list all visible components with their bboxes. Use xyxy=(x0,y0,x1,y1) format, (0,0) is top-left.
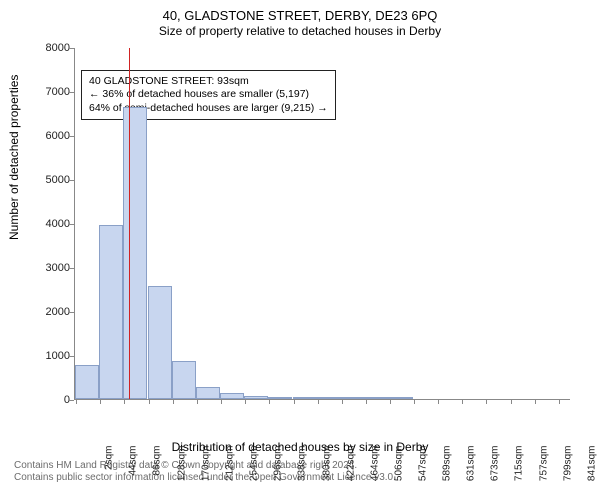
y-tick-label: 4000 xyxy=(20,218,70,230)
histogram-bar xyxy=(365,397,389,399)
histogram-bar xyxy=(389,397,413,399)
y-tick-label: 7000 xyxy=(20,86,70,98)
x-tick-label: 128sqm xyxy=(176,446,187,486)
x-tick-mark xyxy=(318,399,319,404)
x-tick-label: 631sqm xyxy=(466,446,477,486)
x-tick-label: 673sqm xyxy=(490,446,501,486)
x-tick-label: 86sqm xyxy=(152,446,163,486)
histogram-bar xyxy=(172,361,196,399)
histogram-bar xyxy=(317,397,341,399)
y-tick-mark xyxy=(69,268,74,269)
x-tick-label: 170sqm xyxy=(200,446,211,486)
y-tick-label: 0 xyxy=(20,394,70,406)
y-tick-label: 2000 xyxy=(20,306,70,318)
plot-area: 40 GLADSTONE STREET: 93sqm← 36% of detac… xyxy=(74,48,570,400)
y-tick-label: 6000 xyxy=(20,130,70,142)
histogram-chart: Number of detached properties 40 GLADSTO… xyxy=(20,42,580,438)
y-tick-mark xyxy=(69,356,74,357)
x-tick-mark xyxy=(197,399,198,404)
y-tick-label: 5000 xyxy=(20,174,70,186)
x-tick-label: 757sqm xyxy=(538,446,549,486)
x-tick-label: 380sqm xyxy=(321,446,332,486)
x-tick-mark xyxy=(245,399,246,404)
annotation-line: ← 36% of detached houses are smaller (5,… xyxy=(89,88,328,101)
x-tick-label: 2sqm xyxy=(104,446,115,486)
x-tick-mark xyxy=(149,399,150,404)
histogram-bar xyxy=(148,286,172,400)
histogram-bar xyxy=(123,107,147,400)
histogram-bar xyxy=(244,396,268,400)
histogram-bar xyxy=(220,393,244,399)
x-tick-label: 841sqm xyxy=(586,446,597,486)
histogram-bar xyxy=(341,397,365,399)
x-tick-mark xyxy=(438,399,439,404)
x-tick-label: 589sqm xyxy=(441,446,452,486)
page-title: 40, GLADSTONE STREET, DERBY, DE23 6PQ xyxy=(163,8,438,24)
x-tick-mark xyxy=(173,399,174,404)
histogram-bar xyxy=(293,397,317,399)
y-tick-label: 8000 xyxy=(20,42,70,54)
reference-line xyxy=(129,48,131,399)
x-tick-mark xyxy=(414,399,415,404)
x-tick-label: 422sqm xyxy=(345,446,356,486)
x-tick-mark xyxy=(486,399,487,404)
histogram-bar xyxy=(196,387,220,400)
y-axis-label: Number of detached properties xyxy=(7,75,21,240)
y-tick-mark xyxy=(69,92,74,93)
y-tick-mark xyxy=(69,48,74,49)
x-tick-mark xyxy=(559,399,560,404)
histogram-bar xyxy=(75,365,99,399)
x-tick-label: 799sqm xyxy=(562,446,573,486)
x-tick-mark xyxy=(366,399,367,404)
y-tick-mark xyxy=(69,180,74,181)
x-tick-mark xyxy=(76,399,77,404)
x-tick-mark xyxy=(390,399,391,404)
x-tick-label: 212sqm xyxy=(224,446,235,486)
y-tick-mark xyxy=(69,400,74,401)
x-tick-mark xyxy=(100,399,101,404)
y-tick-label: 3000 xyxy=(20,262,70,274)
y-tick-mark xyxy=(69,136,74,137)
x-tick-label: 338sqm xyxy=(297,446,308,486)
x-tick-label: 296sqm xyxy=(273,446,284,486)
y-tick-mark xyxy=(69,224,74,225)
annotation-line: 40 GLADSTONE STREET: 93sqm xyxy=(89,75,328,88)
x-tick-mark xyxy=(342,399,343,404)
page-subtitle: Size of property relative to detached ho… xyxy=(159,24,441,38)
x-tick-mark xyxy=(462,399,463,404)
x-tick-label: 44sqm xyxy=(128,446,139,486)
x-tick-mark xyxy=(294,399,295,404)
x-tick-label: 254sqm xyxy=(249,446,260,486)
x-tick-mark xyxy=(124,399,125,404)
annotation-box: 40 GLADSTONE STREET: 93sqm← 36% of detac… xyxy=(81,70,336,119)
x-tick-label: 715sqm xyxy=(514,446,525,486)
y-tick-label: 1000 xyxy=(20,350,70,362)
x-tick-label: 464sqm xyxy=(369,446,380,486)
x-tick-mark xyxy=(511,399,512,404)
x-tick-mark xyxy=(221,399,222,404)
x-tick-mark xyxy=(269,399,270,404)
y-tick-mark xyxy=(69,312,74,313)
x-tick-label: 547sqm xyxy=(417,446,428,486)
histogram-bar xyxy=(99,225,123,399)
x-tick-mark xyxy=(535,399,536,404)
x-tick-label: 506sqm xyxy=(394,446,405,486)
histogram-bar xyxy=(268,397,292,399)
